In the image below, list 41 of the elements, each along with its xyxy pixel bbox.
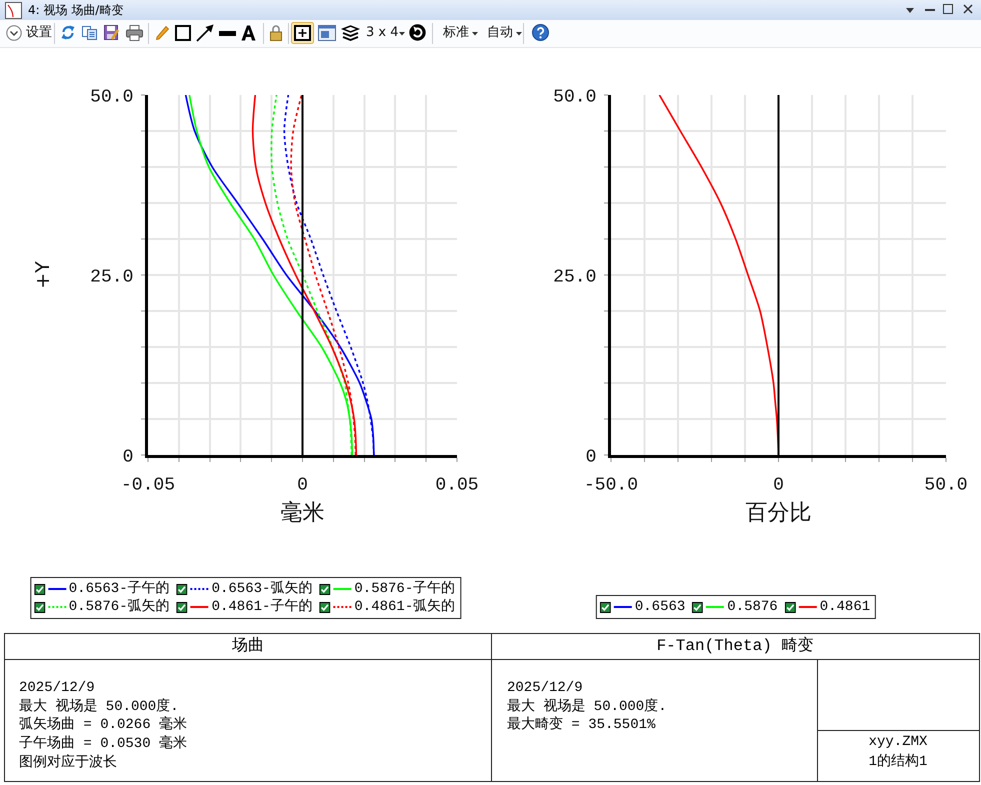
y-tick-label: 0 — [122, 447, 134, 468]
text: 自动 — [487, 24, 513, 42]
y-tick-label: 25.0 — [553, 267, 596, 288]
text: 1的结构1 — [868, 752, 928, 772]
text: 2025/12/9 — [507, 679, 584, 698]
text: 最大畸变 = 35.5501% — [507, 716, 656, 736]
text: 子午场曲 = 0.0530 毫米 — [19, 735, 188, 754]
legend-label: 0.4861-弧矢的 — [354, 598, 456, 616]
legend-label: 0.4861 — [820, 598, 870, 616]
x-tick-label: 0 — [297, 476, 308, 496]
text: 3 x 4 — [366, 24, 398, 42]
text: 弧矢场曲 = 0.0266 毫米 — [19, 716, 188, 735]
y-tick-label: 0 — [586, 447, 596, 468]
x-axis-title: 毫米 — [280, 500, 324, 526]
text: xyy.ZMX — [868, 733, 928, 752]
x-tick-label: 0.05 — [435, 476, 479, 496]
x-tick-label: 50.0 — [924, 476, 968, 496]
x-tick-label: -0.05 — [120, 476, 176, 496]
text: 设置 — [26, 24, 52, 42]
text: 图例对应于波长 — [19, 754, 118, 773]
x-tick-label: -50.0 — [584, 476, 638, 496]
y-tick-label: 50.0 — [553, 87, 596, 108]
y-tick-label: 50.0 — [90, 87, 134, 108]
text: 4: 视场 场曲/畸变 — [28, 2, 124, 19]
x-tick-label: 0 — [773, 476, 784, 496]
legend-label: 0.6563-子午的 — [68, 580, 170, 598]
y-tick-label: 25.0 — [90, 267, 134, 288]
text: 最大 视场是 50.000度. — [507, 698, 668, 716]
text: 最大 视场是 50.000度. — [19, 698, 180, 716]
text: 标准 — [443, 24, 469, 42]
legend-label: 0.6563-弧矢的 — [212, 580, 312, 598]
legend-label: 0.6563 — [634, 598, 686, 616]
x-axis-title: 百分比 — [746, 500, 812, 526]
legend-label: 0.5876-弧矢的 — [68, 598, 170, 616]
y-axis-title: +Y — [32, 260, 54, 289]
text: 2025/12/9 — [19, 679, 96, 698]
legend-label: 0.4861-子午的 — [212, 598, 312, 616]
text: F-Tan(Theta) 畸变 — [491, 634, 979, 660]
legend-label: 0.5876 — [727, 598, 778, 616]
text: 场曲 — [5, 634, 491, 660]
legend-label: 0.5876-子午的 — [354, 580, 456, 598]
